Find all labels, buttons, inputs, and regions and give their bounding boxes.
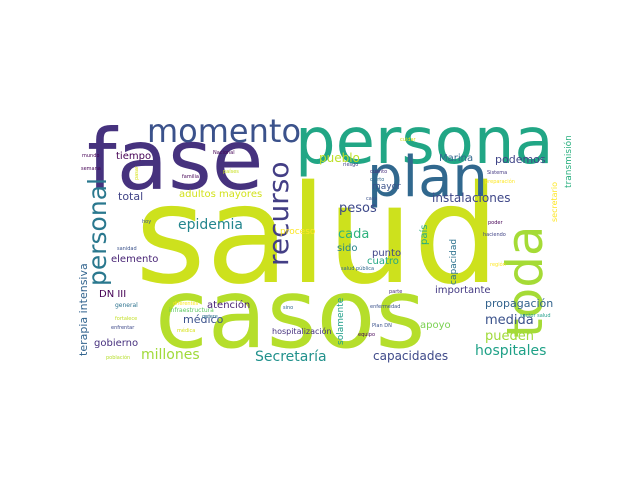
- word-secretaria: Secretaría: [255, 349, 327, 365]
- word-region: región: [490, 262, 506, 268]
- word-epidemia: epidemia: [178, 217, 243, 233]
- word-fase: fase: [87, 118, 264, 209]
- word-salud-publica: salud pública: [341, 266, 375, 272]
- word-fortalece: fortalece: [115, 316, 138, 322]
- word-punto: punto: [372, 248, 402, 259]
- word-capacidad: capacidad: [449, 238, 459, 285]
- word-cuidar: cuidar: [400, 137, 416, 143]
- word-persona: persona: [295, 118, 554, 179]
- word-cuanto: cuanto: [370, 169, 388, 175]
- word-sistema: Sistema: [487, 170, 508, 176]
- word-propagacion: propagación: [485, 297, 554, 310]
- word-cierto: cierto: [370, 177, 385, 183]
- word-preparacion: preparación: [485, 179, 515, 185]
- word-podemos: podemos: [495, 153, 546, 166]
- word-dn-iii: DN III: [99, 289, 127, 300]
- word-secretario: secretario: [550, 182, 559, 222]
- word-enfermedad: enfermedad: [370, 304, 401, 310]
- word-pueblo: pueblo: [319, 151, 360, 165]
- word-atencion: atención: [207, 300, 251, 311]
- word-pesos: pesos: [339, 201, 377, 216]
- word-nacional: Nacional: [213, 150, 235, 156]
- word-casos: casos: [155, 258, 426, 370]
- word-enfrentar: enfrentar: [111, 325, 135, 331]
- word-tiempo: tiempo: [116, 151, 152, 162]
- word-cada: cada: [338, 227, 370, 242]
- word-mayor: mayor: [372, 182, 401, 192]
- word-proceso: proceso: [280, 227, 316, 237]
- word-sector-salud: sector salud: [520, 313, 551, 319]
- word-general: general: [115, 302, 138, 309]
- word-pueden: pueden: [485, 329, 534, 344]
- word-pasar: pasar: [134, 166, 140, 180]
- word-marina: Marina: [439, 153, 474, 164]
- word-elemento: elemento: [111, 254, 159, 265]
- word-mundo: mundo: [82, 153, 100, 159]
- word-haciendo: haciendo: [483, 232, 506, 238]
- word-apoyo: apoyo: [420, 320, 451, 331]
- word-cuatro: cuatro: [367, 256, 399, 267]
- word-terapia-intensiva: terapia intensiva: [77, 263, 90, 356]
- word-poblacion: población: [106, 355, 131, 361]
- word-gobierno: gobierno: [94, 338, 139, 349]
- word-parte: parte: [389, 289, 403, 295]
- word-equipo: equipo: [358, 332, 376, 338]
- word-hospitales: hospitales: [475, 343, 547, 359]
- word-infraestructura: infraestructura: [169, 307, 214, 314]
- word-paises: países: [223, 169, 239, 175]
- word-quiere: quiere: [202, 314, 218, 320]
- word-hospitalizacion: hospitalización: [272, 327, 332, 336]
- word-diferentes: diferentes: [173, 301, 199, 307]
- word-casa: casa: [366, 196, 378, 202]
- word-momento: momento: [147, 118, 302, 150]
- word-transmision: transmisión: [564, 135, 574, 188]
- word-medida: medida: [485, 313, 534, 328]
- word-salud: salud: [135, 157, 500, 315]
- word-semana: semana: [81, 166, 101, 172]
- word-sino: sino: [283, 305, 294, 311]
- word-solamente: solamente: [336, 297, 346, 345]
- word-capacidades: capacidades: [373, 349, 449, 363]
- word-adultos-mayores: adultos mayores: [179, 189, 263, 200]
- word-total: total: [118, 190, 144, 203]
- word-medico: médico: [183, 313, 224, 326]
- word-hoy: hoy: [142, 219, 152, 225]
- word-importante: importante: [435, 285, 491, 296]
- word-cloud: salud casos fase persona plan toda momen…: [75, 118, 585, 373]
- word-plan: plan: [367, 145, 488, 210]
- word-recurso: recurso: [262, 161, 295, 267]
- word-sido: sido: [337, 243, 358, 254]
- word-familia: familia: [182, 174, 199, 180]
- word-sanidad: sanidad: [117, 246, 137, 252]
- word-riesgo: riesgo: [343, 162, 359, 168]
- word-medica: médica: [177, 328, 196, 334]
- word-instalaciones: instalaciones: [432, 191, 511, 205]
- word-pais: país: [419, 224, 430, 245]
- word-millones: millones: [141, 347, 200, 363]
- word-plan-dn: Plan DN: [372, 323, 392, 329]
- word-poder: poder: [488, 220, 503, 226]
